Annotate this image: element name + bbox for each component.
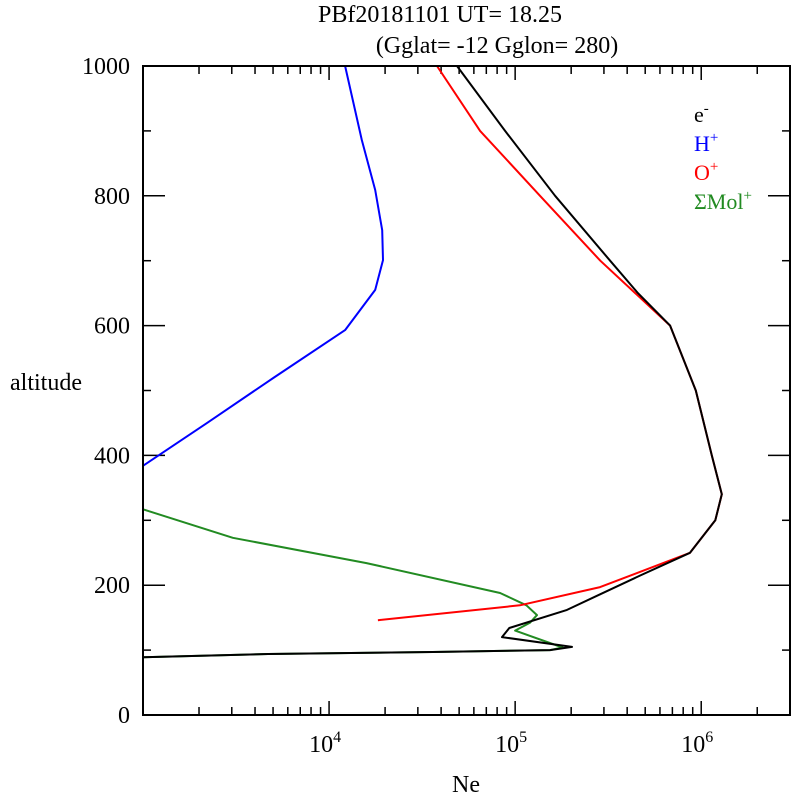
legend-entry: O+ <box>694 159 718 185</box>
y-tick-label: 0 <box>118 703 130 729</box>
series-line-e <box>142 65 723 659</box>
y-tick-label: 600 <box>94 314 130 340</box>
y-axis-label: altitude <box>10 370 82 396</box>
series-line-mol <box>142 508 564 659</box>
legend-entry: H+ <box>694 130 718 156</box>
legend-entry: e- <box>694 101 709 127</box>
y-tick-label: 400 <box>94 443 130 469</box>
y-tick-label: 200 <box>94 573 130 599</box>
legend: e- H+ O+ ΣMol+ <box>694 101 752 214</box>
plot-frame <box>142 65 791 716</box>
y-tick-label: 1000 <box>82 54 130 80</box>
x-axis-label: Ne <box>452 772 480 795</box>
x-tick-label: 105 <box>495 729 527 758</box>
series-line-o <box>377 65 723 622</box>
x-tick-label: 106 <box>681 729 713 758</box>
chart-title-line1: PBf20181101 UT= 18.25 <box>318 2 562 28</box>
y-tick-label: 800 <box>94 184 130 210</box>
x-tick-label: 104 <box>309 729 341 758</box>
chart-title-line2: (Gglat= -12 Gglon= 280) <box>376 33 618 59</box>
legend-entry: ΣMol+ <box>694 188 752 214</box>
series-line-h <box>142 65 384 467</box>
